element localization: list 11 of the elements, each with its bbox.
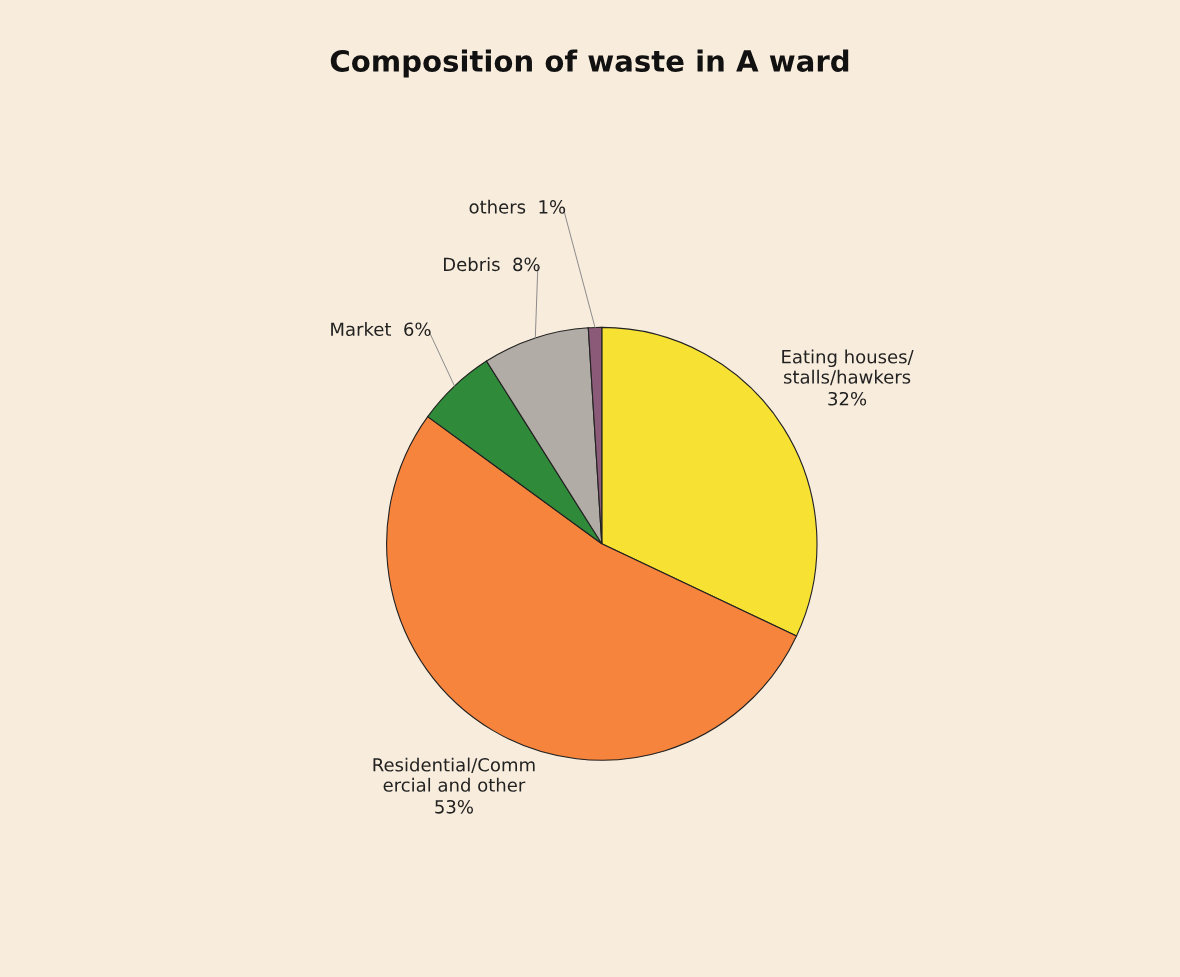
slice-label: Eating houses/ stalls/hawkers xyxy=(782,349,914,386)
data-label: 1% xyxy=(539,200,566,214)
data-label: 8% xyxy=(513,257,540,272)
data-label: 53% xyxy=(435,799,473,814)
data-label: 32% xyxy=(828,391,867,406)
slice-label: others xyxy=(469,199,526,214)
slice-label: Market xyxy=(331,322,392,337)
slice-label: Debris xyxy=(444,257,500,272)
slice-label: Residential/Comm ercial and other xyxy=(373,757,535,792)
data-label: 6% xyxy=(404,322,431,337)
chart-title: Composition of waste in A ward xyxy=(330,49,849,78)
